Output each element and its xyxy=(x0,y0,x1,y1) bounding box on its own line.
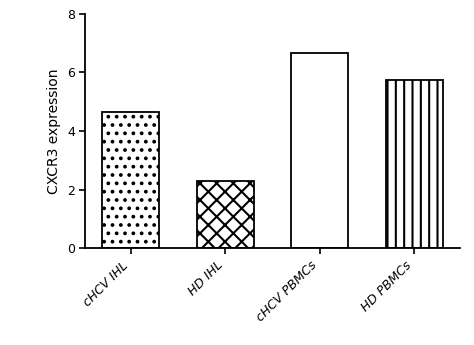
Bar xyxy=(292,53,348,248)
Bar xyxy=(197,181,254,248)
Bar xyxy=(102,112,159,248)
Y-axis label: CXCR3 expression: CXCR3 expression xyxy=(47,68,61,194)
Bar xyxy=(386,80,443,248)
